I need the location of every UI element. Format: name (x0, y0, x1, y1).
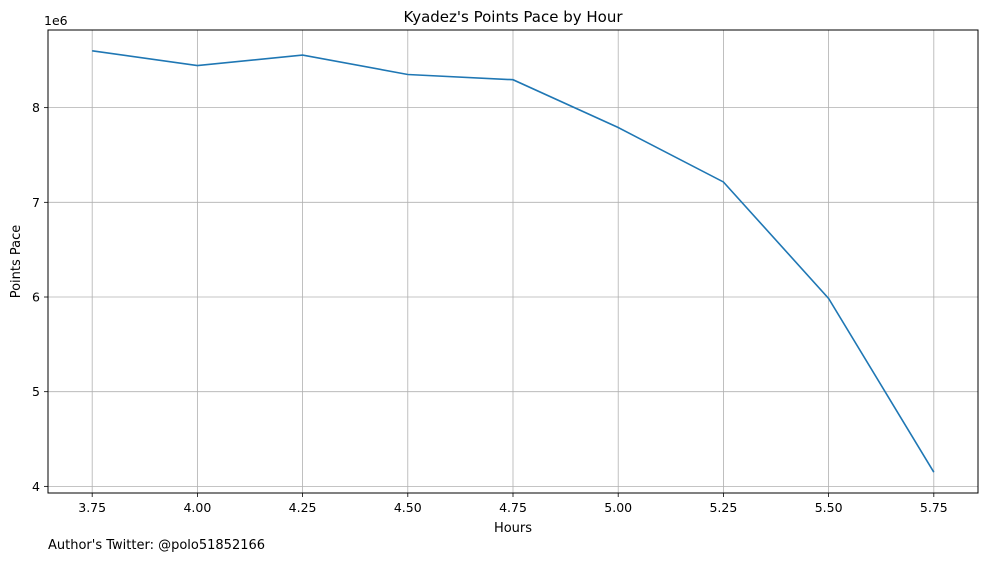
x-tick-label: 4.50 (394, 500, 422, 515)
x-tick-label: 4.75 (499, 500, 527, 515)
grid-y (48, 107, 978, 487)
grid-x (91, 30, 935, 493)
y-tick-label: 8 (32, 100, 40, 115)
series-line (92, 50, 935, 473)
author-footer: Author's Twitter: @polo51852166 (48, 538, 266, 553)
x-tick-label: 3.75 (78, 500, 106, 515)
y-axis-label: Points Pace (9, 225, 24, 299)
x-tick-label: 5.25 (709, 500, 737, 515)
y-tick-label: 7 (32, 195, 40, 210)
y-tick-label: 5 (32, 384, 40, 399)
y-offset-label: 1e6 (44, 13, 68, 28)
x-tick-label: 4.25 (289, 500, 317, 515)
x-axis-label: Hours (494, 521, 532, 536)
x-tick-label: 5.00 (604, 500, 632, 515)
x-tick-label: 5.75 (920, 500, 948, 515)
x-tick-label: 5.50 (815, 500, 843, 515)
chart-title: Kyadez's Points Pace by Hour (403, 8, 623, 26)
y-tick-label: 6 (32, 290, 40, 305)
y-tick-label: 4 (32, 479, 40, 494)
x-axis-ticks: 3.75 4.00 4.25 4.50 4.75 5.00 5.25 5.50 5.75 (78, 493, 948, 515)
x-tick-label: 4.00 (183, 500, 211, 515)
y-axis-ticks: 4 5 6 7 8 (32, 100, 48, 494)
